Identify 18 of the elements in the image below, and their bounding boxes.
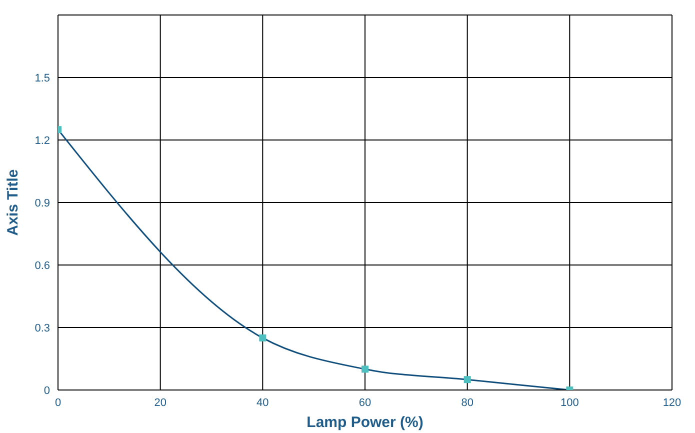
x-tick-label: 40 — [256, 396, 269, 409]
x-axis-title: Lamp Power (%) — [306, 414, 424, 431]
x-tick-label: 80 — [461, 396, 474, 409]
x-tick-label: 120 — [662, 396, 682, 409]
y-tick-label: 0 — [44, 384, 50, 397]
y-tick-label: 1.5 — [34, 72, 50, 84]
x-tick-label: 20 — [154, 396, 166, 409]
point — [464, 376, 471, 384]
x-tick-label: 100 — [560, 396, 579, 409]
x-tick-label: 60 — [358, 396, 372, 409]
x-tick-label: 0 — [54, 396, 62, 409]
y-axis-title: Axis Title — [4, 169, 22, 236]
y-tick-label: 0.6 — [34, 260, 50, 272]
point — [259, 334, 266, 342]
y-tick-label: 0.9 — [34, 197, 50, 210]
y-tick-label: 1.2 — [34, 134, 50, 147]
y-tick-label: 0.3 — [34, 322, 50, 334]
point — [362, 366, 368, 373]
